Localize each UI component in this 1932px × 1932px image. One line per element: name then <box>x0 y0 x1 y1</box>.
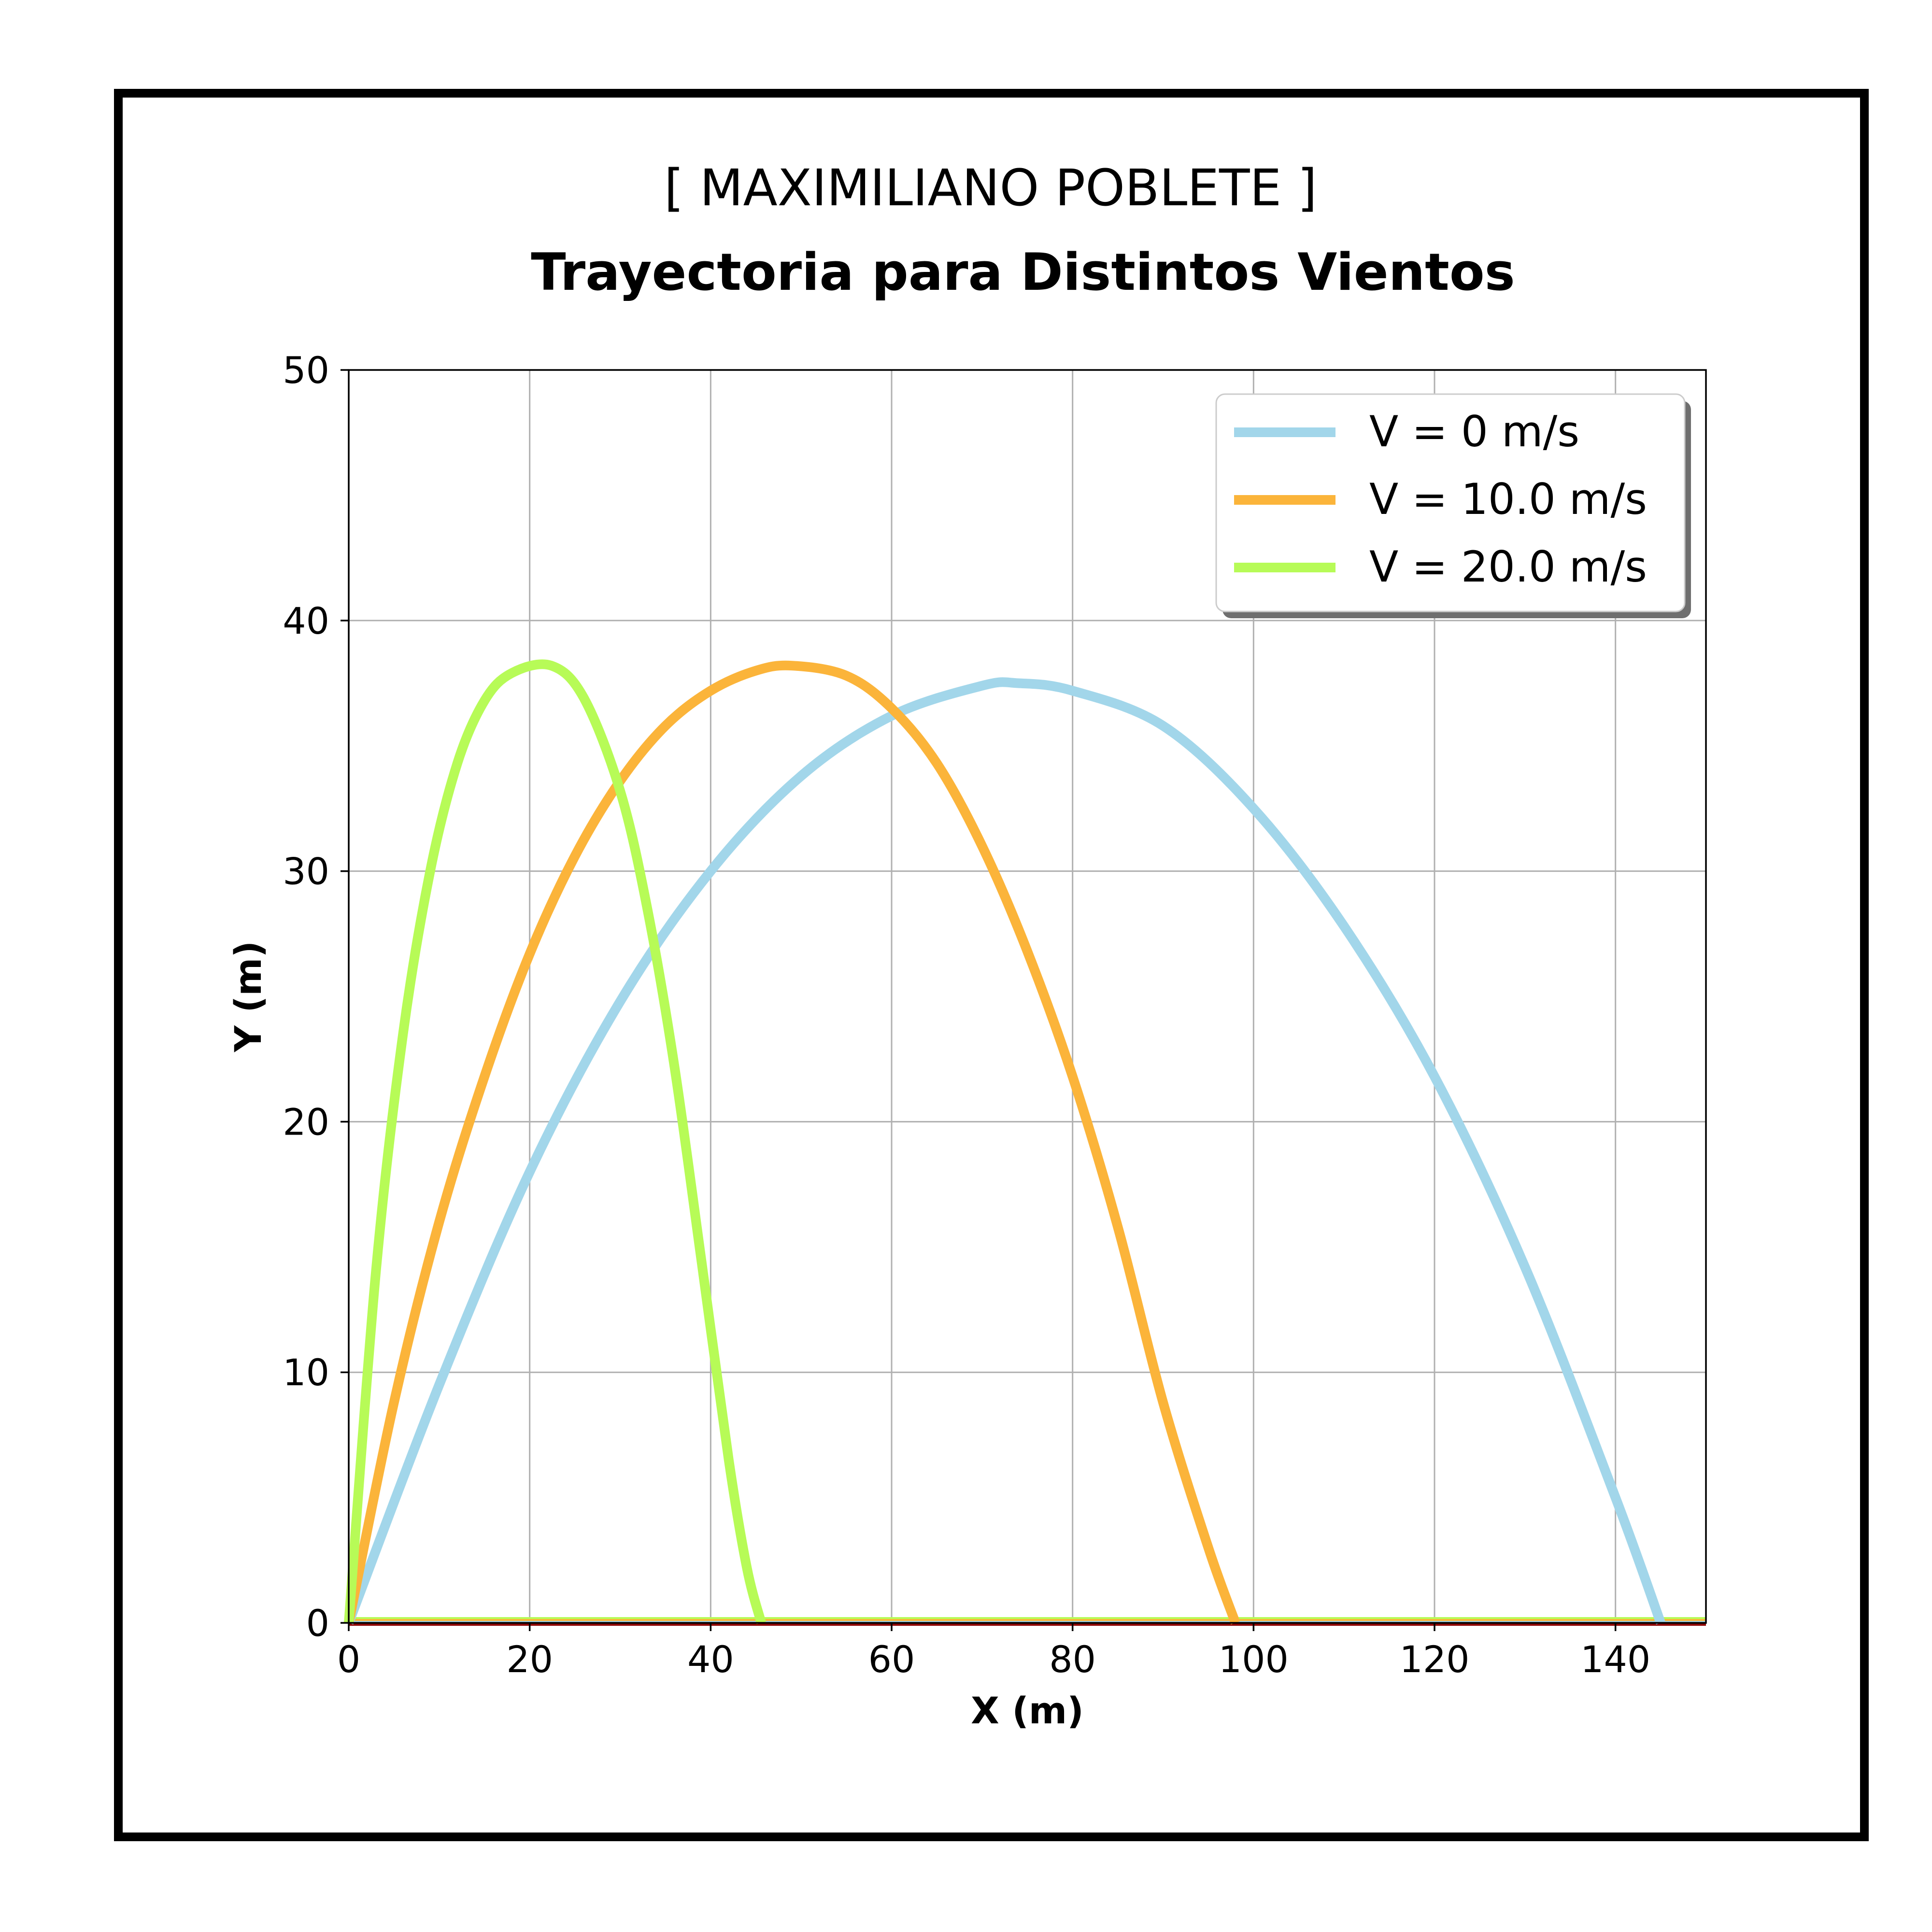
legend: V = 0 m/s V = 10.0 m/s V = 20.0 m/s <box>1215 393 1691 618</box>
figure-frame <box>114 89 1869 1841</box>
x-tick-label: 60 <box>868 1638 915 1681</box>
x-tick-label: 20 <box>506 1638 553 1681</box>
legend-label: V = 20.0 m/s <box>1369 542 1647 592</box>
x-axis-ticks: 0 20 40 60 80 100 120 140 <box>337 1623 1650 1681</box>
y-tick-label: 30 <box>283 850 329 893</box>
y-tick-label: 0 <box>306 1602 329 1645</box>
x-tick-label: 40 <box>687 1638 734 1681</box>
series-lines <box>344 659 1665 1625</box>
y-tick-label: 10 <box>283 1351 329 1394</box>
y-axis-ticks: 0 10 20 30 40 50 <box>283 349 349 1645</box>
x-tick-label: 100 <box>1219 1638 1289 1681</box>
legend-box <box>1215 393 1686 612</box>
chart-title: Trayectoria para Distintos Vientos <box>531 242 1515 302</box>
x-tick-label: 0 <box>337 1638 360 1681</box>
x-tick-label: 80 <box>1049 1638 1096 1681</box>
x-axis-label: X (m) <box>971 1689 1084 1732</box>
y-tick-label: 50 <box>283 349 329 392</box>
header-name: [ MAXIMILIANO POBLETE ] <box>664 158 1317 217</box>
plot-area-border <box>348 369 1707 1624</box>
series-line-2 <box>344 659 766 1624</box>
y-tick-label: 20 <box>283 1100 329 1143</box>
y-tick-label: 40 <box>283 599 329 642</box>
legend-entries: V = 0 m/s V = 10.0 m/s V = 20.0 m/s <box>1234 407 1647 592</box>
x-tick-label: 140 <box>1580 1638 1650 1681</box>
legend-label: V = 0 m/s <box>1369 407 1579 456</box>
y-axis-label: Y (m) <box>227 941 270 1052</box>
series-line-1 <box>344 660 1240 1625</box>
x-tick-label: 120 <box>1399 1638 1469 1681</box>
legend-label: V = 10.0 m/s <box>1369 474 1647 524</box>
series-line-0 <box>344 677 1665 1625</box>
